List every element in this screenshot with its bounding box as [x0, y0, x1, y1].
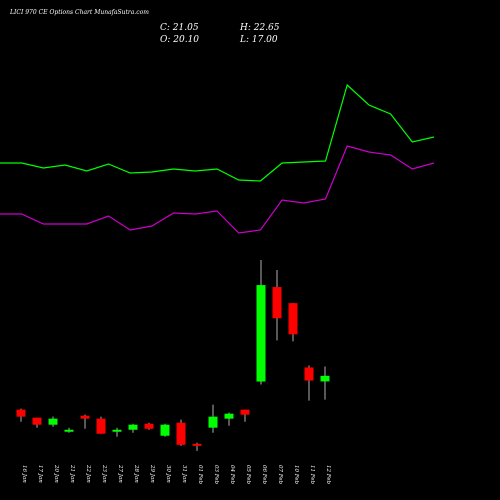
- candle-body: [272, 287, 282, 319]
- x-tick-label: 22 Jan: [85, 464, 91, 483]
- candle-body: [32, 417, 42, 425]
- close-label: C: 21.05: [160, 23, 199, 33]
- x-tick-label: 17 Jan: [37, 465, 43, 483]
- x-tick-label: 30 Jan: [165, 465, 171, 483]
- x-tick-label: 10 Feb: [293, 465, 299, 485]
- x-tick-label: 01 Feb: [197, 465, 203, 485]
- x-tick-label: 28 Jan: [133, 464, 139, 483]
- candle-body: [240, 409, 250, 415]
- candle-body: [320, 375, 330, 382]
- x-tick-label: 04 Feb: [229, 465, 235, 485]
- x-tick-label: 07 Feb: [277, 465, 283, 485]
- high-label: H: 22.65: [239, 23, 280, 33]
- low-label: L: 17.00: [239, 35, 278, 45]
- candle-body: [128, 424, 138, 430]
- x-tick-label: 27 Jan: [117, 464, 123, 483]
- x-tick-label: 31 Jan: [181, 465, 187, 483]
- candle-body: [208, 416, 218, 428]
- candle-body: [256, 285, 266, 382]
- open-label: O: 20.10: [160, 35, 199, 45]
- candle-body: [224, 413, 234, 419]
- x-tick-label: 03 Feb: [213, 465, 219, 485]
- candle-body: [96, 418, 106, 434]
- x-tick-label: 29 Jan: [149, 464, 155, 483]
- x-tick-label: 23 Jan: [101, 464, 107, 483]
- candle-body: [304, 367, 314, 381]
- indicator-line: [0, 83, 435, 182]
- x-tick-label: 21 Jan: [69, 464, 75, 483]
- x-tick-label: 05 Feb: [245, 465, 251, 485]
- candle-body: [160, 424, 170, 436]
- candle-body: [112, 429, 122, 432]
- candle-body: [288, 303, 298, 335]
- indicator-line: [0, 145, 435, 234]
- candle-body: [144, 423, 154, 429]
- candle-body: [16, 409, 26, 417]
- candle-body: [192, 443, 202, 446]
- x-tick-label: 11 Feb: [309, 465, 315, 485]
- candle-body: [176, 422, 186, 445]
- x-tick-label: 12 Feb: [325, 465, 331, 485]
- x-tick-label: 16 Jan: [21, 465, 27, 483]
- x-tick-label: 06 Feb: [261, 465, 267, 485]
- candle-body: [64, 429, 74, 432]
- chart-title: LICI 970 CE Options Chart MunafaSutra.co…: [9, 9, 149, 16]
- candle-body: [48, 418, 58, 425]
- candle-body: [80, 415, 90, 419]
- x-tick-label: 20 Jan: [53, 464, 59, 483]
